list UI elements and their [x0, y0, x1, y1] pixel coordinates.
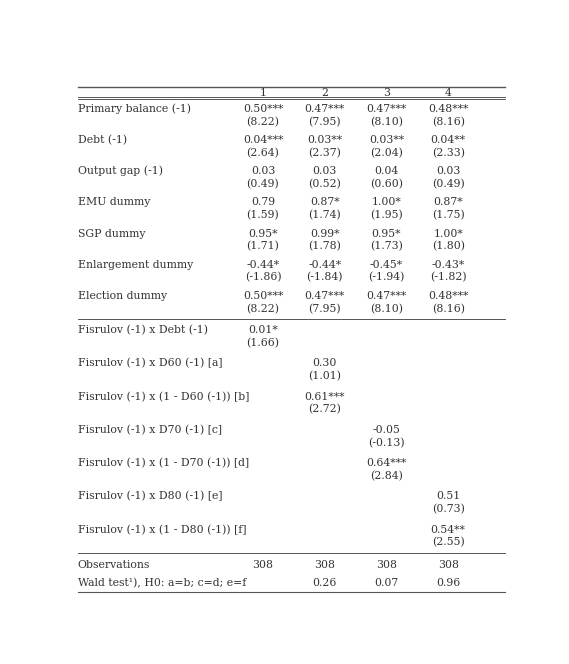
Text: 0.30: 0.30	[312, 359, 337, 369]
Text: 2: 2	[321, 88, 328, 98]
Text: 0.26: 0.26	[312, 578, 337, 588]
Text: Fisrulov (-1) x Debt (-1): Fisrulov (-1) x Debt (-1)	[78, 325, 208, 335]
Text: Fisrulov (-1) x (1 - D80 (-1)) [f]: Fisrulov (-1) x (1 - D80 (-1)) [f]	[78, 525, 246, 535]
Text: 0.99*: 0.99*	[310, 228, 340, 238]
Text: 0.03: 0.03	[251, 166, 275, 176]
Text: (1.80): (1.80)	[432, 241, 465, 252]
Text: -0.44*: -0.44*	[246, 260, 279, 270]
Text: 0.04**: 0.04**	[431, 135, 465, 145]
Text: 0.87*: 0.87*	[310, 197, 340, 207]
Text: 1.00*: 1.00*	[433, 228, 463, 238]
Text: 0.04: 0.04	[374, 166, 398, 176]
Text: (1.95): (1.95)	[370, 210, 403, 220]
Text: 0.03**: 0.03**	[369, 135, 404, 145]
Text: (2.72): (2.72)	[308, 404, 341, 414]
Text: (0.49): (0.49)	[432, 179, 464, 189]
Text: 308: 308	[438, 560, 459, 570]
Text: Fisrulov (-1) x D70 (-1) [c]: Fisrulov (-1) x D70 (-1) [c]	[78, 425, 222, 435]
Text: 0.96: 0.96	[436, 578, 460, 588]
Text: 0.07: 0.07	[374, 578, 398, 588]
Text: 0.47***: 0.47***	[304, 104, 345, 114]
Text: (0.60): (0.60)	[370, 179, 403, 189]
Text: 0.48***: 0.48***	[428, 104, 468, 114]
Text: Enlargement dummy: Enlargement dummy	[78, 260, 193, 270]
Text: Primary balance (-1): Primary balance (-1)	[78, 104, 191, 114]
Text: (-0.13): (-0.13)	[368, 438, 405, 448]
Text: 1.00*: 1.00*	[372, 197, 401, 207]
Text: 0.50***: 0.50***	[243, 104, 283, 114]
Text: (7.95): (7.95)	[308, 303, 341, 314]
Text: 308: 308	[314, 560, 335, 570]
Text: (-1.94): (-1.94)	[368, 272, 405, 283]
Text: 0.54**: 0.54**	[431, 525, 465, 535]
Text: (8.10): (8.10)	[370, 303, 403, 314]
Text: 3: 3	[383, 88, 390, 98]
Text: (1.73): (1.73)	[370, 241, 403, 252]
Text: -0.43*: -0.43*	[431, 260, 465, 270]
Text: (-1.82): (-1.82)	[430, 272, 467, 283]
Text: 0.03: 0.03	[436, 166, 460, 176]
Text: -0.05: -0.05	[373, 425, 401, 435]
Text: 1: 1	[259, 88, 266, 98]
Text: 0.47***: 0.47***	[304, 291, 345, 301]
Text: (2.64): (2.64)	[246, 147, 279, 158]
Text: 0.61***: 0.61***	[304, 392, 345, 402]
Text: Fisrulov (-1) x (1 - D70 (-1)) [d]: Fisrulov (-1) x (1 - D70 (-1)) [d]	[78, 458, 249, 468]
Text: 0.04***: 0.04***	[243, 135, 283, 145]
Text: 0.47***: 0.47***	[366, 104, 406, 114]
Text: 0.95*: 0.95*	[372, 228, 401, 238]
Text: 308: 308	[253, 560, 274, 570]
Text: 0.47***: 0.47***	[366, 291, 406, 301]
Text: Observations: Observations	[78, 560, 150, 570]
Text: (8.22): (8.22)	[246, 303, 279, 314]
Text: 0.01*: 0.01*	[248, 325, 278, 335]
Text: Fisrulov (-1) x D80 (-1) [e]: Fisrulov (-1) x D80 (-1) [e]	[78, 491, 222, 501]
Text: -0.45*: -0.45*	[370, 260, 403, 270]
Text: 0.79: 0.79	[251, 197, 275, 207]
Text: 0.03: 0.03	[312, 166, 337, 176]
Text: 0.03**: 0.03**	[307, 135, 342, 145]
Text: (8.10): (8.10)	[370, 116, 403, 127]
Text: Election dummy: Election dummy	[78, 291, 167, 301]
Text: (1.75): (1.75)	[432, 210, 464, 220]
Text: -0.44*: -0.44*	[308, 260, 341, 270]
Text: (2.84): (2.84)	[370, 471, 403, 481]
Text: (1.66): (1.66)	[246, 338, 279, 348]
Text: Fisrulov (-1) x (1 - D60 (-1)) [b]: Fisrulov (-1) x (1 - D60 (-1)) [b]	[78, 392, 249, 402]
Text: (-1.86): (-1.86)	[245, 272, 281, 283]
Text: (-1.84): (-1.84)	[307, 272, 343, 283]
Text: Output gap (-1): Output gap (-1)	[78, 166, 163, 177]
Text: (2.37): (2.37)	[308, 147, 341, 158]
Text: (7.95): (7.95)	[308, 116, 341, 127]
Text: (2.33): (2.33)	[432, 147, 465, 158]
Text: (0.73): (0.73)	[432, 504, 465, 515]
Text: 0.51: 0.51	[436, 491, 460, 501]
Text: (0.49): (0.49)	[246, 179, 279, 189]
Text: 308: 308	[376, 560, 397, 570]
Text: 0.48***: 0.48***	[428, 291, 468, 301]
Text: (1.78): (1.78)	[308, 241, 341, 252]
Text: Debt (-1): Debt (-1)	[78, 135, 127, 145]
Text: (2.04): (2.04)	[370, 147, 403, 158]
Text: SGP dummy: SGP dummy	[78, 228, 145, 238]
Text: (1.74): (1.74)	[308, 210, 341, 220]
Text: (1.59): (1.59)	[246, 210, 279, 220]
Text: 0.87*: 0.87*	[434, 197, 463, 207]
Text: Fisrulov (-1) x D60 (-1) [a]: Fisrulov (-1) x D60 (-1) [a]	[78, 359, 222, 369]
Text: (8.22): (8.22)	[246, 116, 279, 127]
Text: (1.01): (1.01)	[308, 371, 341, 381]
Text: (8.16): (8.16)	[432, 116, 465, 127]
Text: (8.16): (8.16)	[432, 303, 465, 314]
Text: EMU dummy: EMU dummy	[78, 197, 150, 207]
Text: 0.95*: 0.95*	[248, 228, 278, 238]
Text: Wald test¹), H0: a=b; c=d; e=f: Wald test¹), H0: a=b; c=d; e=f	[78, 578, 246, 588]
Text: (2.55): (2.55)	[432, 537, 464, 548]
Text: 0.50***: 0.50***	[243, 291, 283, 301]
Text: 4: 4	[445, 88, 452, 98]
Text: (1.71): (1.71)	[246, 241, 279, 252]
Text: (0.52): (0.52)	[308, 179, 341, 189]
Text: 0.64***: 0.64***	[366, 458, 407, 468]
